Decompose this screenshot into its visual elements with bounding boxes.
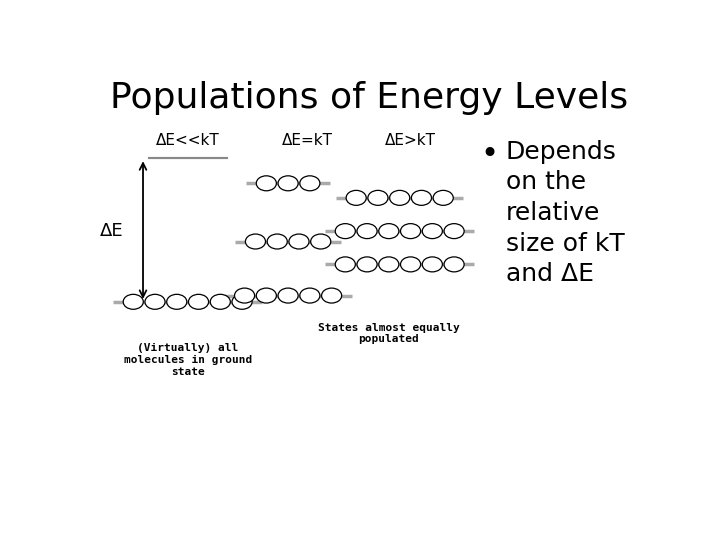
Circle shape <box>311 234 330 249</box>
Circle shape <box>267 234 287 249</box>
Text: ΔE=kT: ΔE=kT <box>282 133 333 148</box>
Circle shape <box>444 224 464 239</box>
Circle shape <box>278 176 298 191</box>
Circle shape <box>145 294 165 309</box>
Circle shape <box>423 257 442 272</box>
Circle shape <box>411 191 431 205</box>
Circle shape <box>123 294 143 309</box>
Text: ΔE: ΔE <box>99 222 123 240</box>
Circle shape <box>246 234 266 249</box>
Circle shape <box>433 191 454 205</box>
Text: •: • <box>481 140 499 168</box>
Circle shape <box>235 288 255 303</box>
Circle shape <box>232 294 252 309</box>
Circle shape <box>256 288 276 303</box>
Circle shape <box>444 257 464 272</box>
Text: ΔE>kT: ΔE>kT <box>385 133 436 148</box>
Text: Populations of Energy Levels: Populations of Energy Levels <box>110 82 628 116</box>
Circle shape <box>322 288 342 303</box>
Circle shape <box>300 176 320 191</box>
Text: Depends
on the
relative
size of kT
and ΔE: Depends on the relative size of kT and Δ… <box>505 140 624 286</box>
Circle shape <box>400 257 420 272</box>
Text: (Virtually) all
molecules in ground
state: (Virtually) all molecules in ground stat… <box>124 343 252 377</box>
Circle shape <box>390 191 410 205</box>
Circle shape <box>346 191 366 205</box>
Circle shape <box>167 294 186 309</box>
Circle shape <box>300 288 320 303</box>
Circle shape <box>278 288 298 303</box>
Circle shape <box>256 176 276 191</box>
Text: ΔE<<kT: ΔE<<kT <box>156 133 220 148</box>
Circle shape <box>210 294 230 309</box>
Circle shape <box>357 224 377 239</box>
Circle shape <box>336 224 356 239</box>
Circle shape <box>423 224 442 239</box>
Text: States almost equally
populated: States almost equally populated <box>318 322 459 344</box>
Circle shape <box>400 224 420 239</box>
Circle shape <box>379 257 399 272</box>
Circle shape <box>289 234 309 249</box>
Circle shape <box>336 257 356 272</box>
Circle shape <box>189 294 209 309</box>
Circle shape <box>379 224 399 239</box>
Circle shape <box>357 257 377 272</box>
Circle shape <box>368 191 388 205</box>
